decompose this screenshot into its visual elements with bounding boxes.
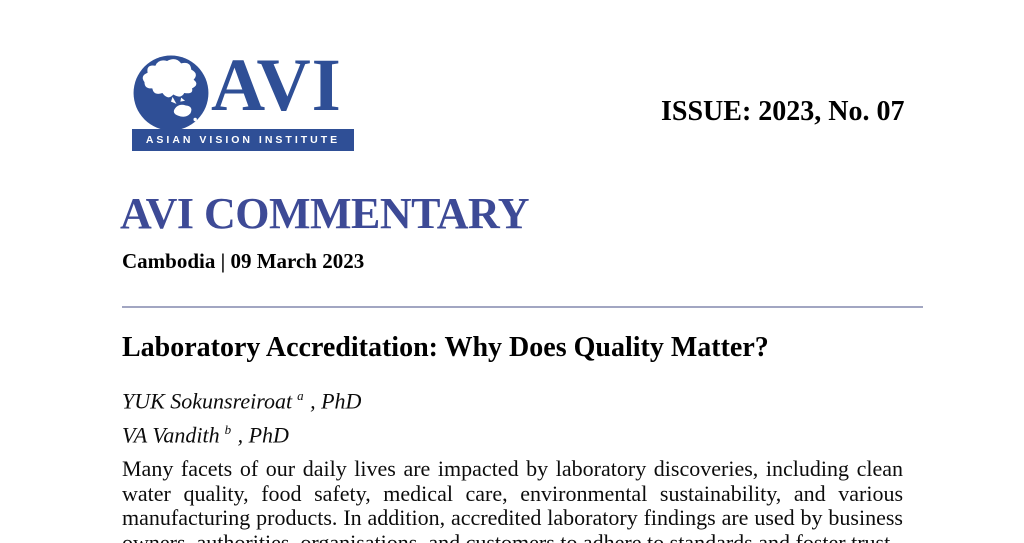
logo-banner: ASIAN VISION INSTITUTE xyxy=(132,129,354,151)
author-affiliation-mark: b xyxy=(224,422,232,438)
avi-logo: AVI ASIAN VISION INSTITUTE xyxy=(132,48,354,151)
author-degree: , PhD xyxy=(304,388,362,414)
author-degree: , PhD xyxy=(232,422,289,448)
author-name: VA Vandith xyxy=(122,422,220,448)
dateline: Cambodia | 09 March 2023 xyxy=(122,249,365,273)
logo-acronym: AVI xyxy=(211,44,342,127)
article-title: Laboratory Accreditation: Why Does Quali… xyxy=(122,332,769,363)
globe-icon xyxy=(133,55,209,131)
author-affiliation-mark: a xyxy=(297,388,304,403)
author-line: YUK Sokunsreiroat a , PhD xyxy=(122,381,361,415)
author-list: YUK Sokunsreiroat a , PhD VA Vandith b , P… xyxy=(122,381,361,450)
section-divider xyxy=(122,306,923,308)
author-name: YUK Sokunsreiroat xyxy=(122,388,293,414)
issue-number: ISSUE: 2023, No. 07 xyxy=(661,96,905,127)
masthead-title: AVI COMMENTARY xyxy=(120,189,530,238)
author-line: VA Vandith b , PhD xyxy=(122,415,361,449)
article-body-paragraph: Many facets of our daily lives are impac… xyxy=(122,456,903,543)
